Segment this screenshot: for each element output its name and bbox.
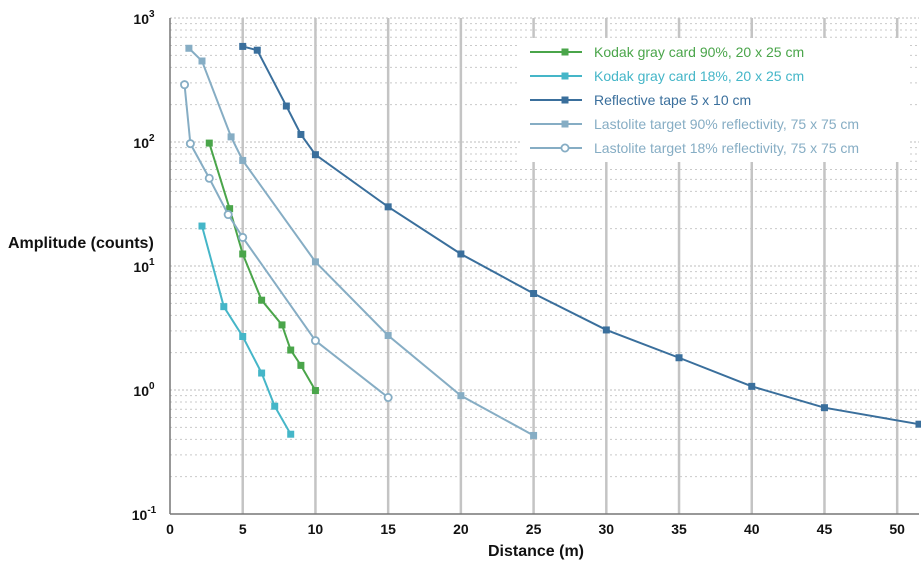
- data-point: [198, 57, 206, 65]
- legend-label: Kodak gray card 90%, 20 x 25 cm: [594, 44, 804, 60]
- y-tick-label: 100: [133, 381, 155, 399]
- x-axis: 0 5 10 15 20 25 30 35 40 45 50: [166, 521, 905, 537]
- y-tick-label: 103: [133, 9, 155, 27]
- x-tick-label: 15: [380, 521, 396, 537]
- series-3: [239, 42, 921, 428]
- legend-entry: Lastolite target 18% reflectivity, 75 x …: [530, 140, 859, 156]
- data-point: [198, 222, 206, 230]
- x-tick-label: 5: [239, 521, 247, 537]
- series-layer: [180, 42, 921, 439]
- x-tick-label: 50: [889, 521, 905, 537]
- legend-label: Lastolite target 90% reflectivity, 75 x …: [594, 116, 859, 132]
- legend-marker: [561, 72, 569, 80]
- data-point: [204, 173, 214, 183]
- data-point: [278, 321, 286, 329]
- data-point: [185, 44, 193, 52]
- data-point: [185, 139, 195, 149]
- x-tick-label: 0: [166, 521, 174, 537]
- x-axis-label: Distance (m): [488, 543, 584, 560]
- legend-entry: Lastolite target 90% reflectivity, 75 x …: [530, 116, 859, 132]
- data-point: [239, 42, 247, 50]
- data-point: [297, 361, 305, 369]
- data-point: [457, 250, 465, 258]
- series-line: [201, 225, 292, 435]
- data-point: [287, 346, 295, 354]
- data-point: [530, 431, 538, 439]
- data-point: [384, 332, 392, 340]
- series-2: [198, 222, 295, 438]
- y-axis-label: Amplitude (counts): [8, 235, 154, 252]
- data-point: [311, 387, 319, 395]
- x-tick-label: 40: [744, 521, 760, 537]
- x-tick-label: 25: [526, 521, 542, 537]
- y-tick-label: 10-1: [132, 505, 157, 523]
- x-tick-label: 45: [817, 521, 833, 537]
- data-point: [383, 392, 393, 402]
- data-point: [223, 210, 233, 220]
- data-point: [239, 333, 247, 341]
- data-point: [915, 420, 921, 428]
- data-point: [205, 139, 213, 147]
- y-tick-label: 101: [133, 257, 155, 275]
- data-point: [238, 232, 248, 242]
- data-point: [530, 290, 538, 298]
- legend-label: Reflective tape 5 x 10 cm: [594, 92, 751, 108]
- data-point: [310, 336, 320, 346]
- data-point: [287, 430, 295, 438]
- legend-box: [520, 38, 910, 162]
- data-point: [297, 130, 305, 138]
- y-tick-label: 102: [133, 133, 155, 151]
- data-point: [311, 258, 319, 266]
- data-point: [258, 369, 266, 377]
- data-point: [258, 296, 266, 304]
- legend-marker: [561, 120, 569, 128]
- x-tick-label: 20: [453, 521, 469, 537]
- data-point: [253, 46, 261, 54]
- data-point: [384, 203, 392, 211]
- data-point: [675, 354, 683, 362]
- data-point: [226, 205, 234, 213]
- data-point: [239, 250, 247, 258]
- legend-label: Lastolite target 18% reflectivity, 75 x …: [594, 140, 859, 156]
- x-tick-label: 30: [599, 521, 615, 537]
- series-5: [180, 80, 393, 402]
- y-axis: 10-1 100 101 102 103: [132, 9, 157, 523]
- data-point: [311, 151, 319, 159]
- data-point: [180, 80, 190, 90]
- legend-entry: Reflective tape 5 x 10 cm: [530, 92, 751, 108]
- data-point: [227, 133, 235, 141]
- data-point: [271, 402, 279, 410]
- legend-entry: Kodak gray card 90%, 20 x 25 cm: [530, 44, 804, 60]
- legend-marker: [560, 143, 570, 153]
- series-4: [185, 44, 538, 439]
- data-point: [239, 156, 247, 164]
- legend: Kodak gray card 90%, 20 x 25 cm Kodak gra…: [520, 38, 910, 162]
- x-tick-label: 35: [671, 521, 687, 537]
- data-point: [820, 404, 828, 412]
- series-line: [188, 47, 535, 437]
- legend-marker: [561, 48, 569, 56]
- x-tick-label: 10: [308, 521, 324, 537]
- data-point: [748, 382, 756, 390]
- series-line: [183, 84, 389, 399]
- legend-label: Kodak gray card 18%, 20 x 25 cm: [594, 68, 804, 84]
- data-point: [457, 392, 465, 400]
- legend-entry: Kodak gray card 18%, 20 x 25 cm: [530, 68, 804, 84]
- data-point: [220, 303, 228, 311]
- data-point: [282, 102, 290, 110]
- data-point: [602, 326, 610, 334]
- legend-marker: [561, 96, 569, 104]
